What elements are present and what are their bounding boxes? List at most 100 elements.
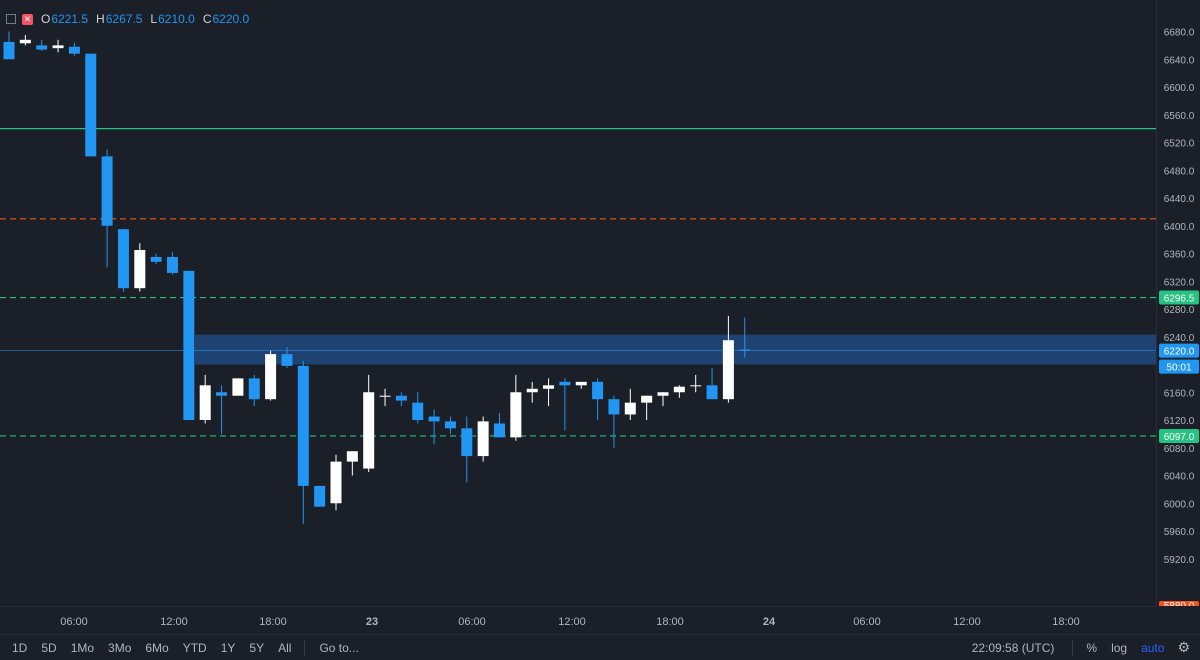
close-label: C <box>202 12 212 26</box>
candle-body <box>706 385 718 400</box>
utc-clock[interactable]: 22:09:58 (UTC) <box>971 640 1055 655</box>
candle-body <box>216 392 228 396</box>
time-tick-label: 12:00 <box>953 616 981 628</box>
time-tick-label: 18:00 <box>259 616 287 628</box>
candle-body <box>363 392 375 469</box>
candle-body <box>559 381 571 386</box>
candle-body <box>167 256 178 273</box>
candle-body <box>412 402 424 420</box>
candle-body <box>739 349 751 351</box>
timeframe-3mo[interactable]: 3Mo <box>108 640 132 655</box>
timeframe-1d[interactable]: 1D <box>12 640 28 655</box>
gear-icon[interactable]: ⚙ <box>1177 639 1190 655</box>
timeframe-5d[interactable]: 5D <box>41 640 57 655</box>
time-tick-label: 06:00 <box>458 616 486 628</box>
close-icon[interactable]: ✕ <box>22 13 33 25</box>
time-tick-label: 12:00 <box>558 616 586 628</box>
high-value: 6267.5 <box>105 12 143 26</box>
candle-body <box>444 421 456 429</box>
candle-body <box>36 45 48 50</box>
timeframe-ytd[interactable]: YTD <box>182 640 207 655</box>
candle-body <box>150 256 162 262</box>
candle-body <box>101 156 113 226</box>
time-axis[interactable]: 06:00 12:00 18:00 23 06:00 12:00 18:00 24 06:00 1… <box>0 607 1156 635</box>
time-tick-label: 18:00 <box>1052 616 1080 628</box>
bottom-toolbar: 1D 5D 1Mo 3Mo 6Mo YTD 1Y 5Y All Go to...… <box>0 634 1200 660</box>
candle-body <box>526 388 538 393</box>
percent-toggle[interactable]: % <box>1086 640 1098 655</box>
high-label: H <box>96 12 105 26</box>
low-value: 6210.0 <box>158 12 195 26</box>
candle-body <box>3 41 15 60</box>
time-tick-label: 18:00 <box>656 616 684 628</box>
candle-body <box>232 378 244 396</box>
price-tick-label: 6520.0 <box>1164 139 1195 150</box>
low-label: L <box>150 12 158 26</box>
price-tick-label: 5960.0 <box>1164 527 1195 538</box>
divider <box>304 639 306 656</box>
bottom-partial-tag: 5880.0 <box>1164 601 1195 606</box>
candle-body <box>395 395 407 401</box>
candle-body <box>624 402 636 415</box>
price-tick-label: 6400.0 <box>1164 222 1195 233</box>
ohlc-legend: ✕ O 6221.5 H 6267.5 L 6210.0 C 6220.0 <box>6 12 257 26</box>
series-icon[interactable] <box>6 14 16 24</box>
candle-body <box>510 392 522 438</box>
price-tick-label: 6240.0 <box>1164 333 1195 344</box>
candle-body <box>297 365 309 486</box>
timeframe-1mo[interactable]: 1Mo <box>70 640 95 655</box>
price-scale[interactable]: 6680.0 6640.0 6600.0 6560.0 6520.0 6480.0 6440… <box>1156 0 1200 612</box>
candle-body <box>379 395 391 397</box>
price-tick-label: 6040.0 <box>1164 472 1195 483</box>
level-lower-tag: 6097.0 <box>1164 432 1195 443</box>
chart-area[interactable]: ✕ O 6221.5 H 6267.5 L 6210.0 C 6220.0 <box>0 0 1156 606</box>
candle-body <box>265 354 277 400</box>
price-tick-label: 6160.0 <box>1164 388 1195 399</box>
price-tick-label: 6440.0 <box>1164 194 1195 205</box>
open-value: 6221.5 <box>51 12 89 26</box>
level-upper-tag-bg <box>1159 290 1199 305</box>
candlestick-chart[interactable] <box>0 0 1156 606</box>
timeframe-all[interactable]: All <box>278 640 292 655</box>
time-tick-label: 06:00 <box>60 616 88 628</box>
time-tick-label: 06:00 <box>853 616 881 628</box>
time-tick-label: 12:00 <box>160 616 188 628</box>
price-axis[interactable]: 6680.0 6640.0 6600.0 6560.0 6520.0 6480.0 6440… <box>1157 0 1200 612</box>
candle-body <box>428 416 440 422</box>
candle-body <box>592 381 604 400</box>
candle-body <box>494 423 505 438</box>
candle-body <box>543 385 555 389</box>
open-label: O <box>41 12 51 26</box>
log-toggle[interactable]: log <box>1111 640 1128 655</box>
time-scale[interactable]: 06:00 12:00 18:00 23 06:00 12:00 18:00 24 06:00 1… <box>0 606 1156 634</box>
level-lower-tag-bg <box>1159 428 1199 443</box>
candle-body <box>183 270 195 420</box>
price-tick-label: 6480.0 <box>1164 166 1195 177</box>
goto-button[interactable]: Go to... <box>319 640 359 655</box>
candle-body <box>199 385 211 420</box>
countdown-tag: 50:01 <box>1166 363 1191 374</box>
candle-body <box>346 451 358 462</box>
time-tick-label: 23 <box>366 616 378 628</box>
candle-body <box>461 428 473 457</box>
price-tick-label: 5920.0 <box>1164 555 1195 566</box>
countdown-tag-bg <box>1159 359 1199 374</box>
candle-body <box>330 461 342 504</box>
candle-body <box>314 485 326 507</box>
price-tick-label: 6080.0 <box>1164 444 1195 455</box>
candle-body <box>281 354 293 366</box>
price-tick-label: 6640.0 <box>1164 55 1195 66</box>
candle-body <box>117 229 129 289</box>
candle-body <box>477 421 489 457</box>
price-tick-label: 6000.0 <box>1164 499 1195 510</box>
candle-body <box>608 399 620 415</box>
price-tick-label: 6280.0 <box>1164 305 1195 316</box>
timeframe-1y[interactable]: 1Y <box>220 640 236 655</box>
timeframe-5y[interactable]: 5Y <box>249 640 265 655</box>
auto-toggle[interactable]: auto <box>1141 640 1165 655</box>
timeframe-6mo[interactable]: 6Mo <box>145 640 169 655</box>
time-tick-label: 24 <box>763 616 776 628</box>
close-value: 6220.0 <box>212 12 250 26</box>
price-tick-label: 6120.0 <box>1164 416 1195 427</box>
current-price-tag: 6220.0 <box>1164 347 1195 358</box>
